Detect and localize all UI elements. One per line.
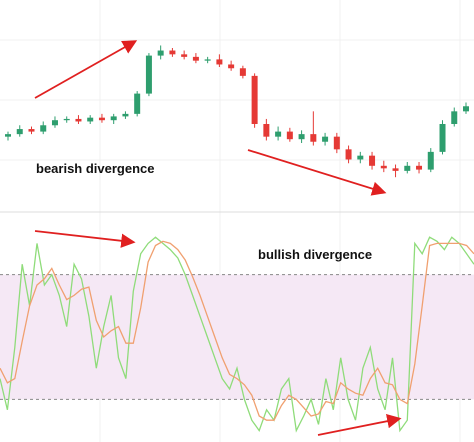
candle-body — [345, 149, 352, 160]
candle-body — [75, 118, 82, 122]
oscillator-line — [0, 236, 474, 433]
annotation: bullish divergence — [258, 247, 372, 262]
arrows — [34, 40, 402, 436]
candle-body — [228, 64, 235, 69]
candle-body — [427, 151, 434, 170]
candle-body — [275, 131, 282, 137]
price-panel — [5, 45, 469, 178]
candle-body — [239, 68, 246, 76]
candle-body — [5, 134, 11, 137]
candle-body — [286, 131, 293, 140]
candle-body — [51, 120, 58, 126]
candle-body — [169, 50, 176, 55]
candle-body — [333, 136, 340, 150]
candle-body — [157, 50, 164, 56]
candle-body — [251, 75, 258, 124]
candle-body — [416, 165, 423, 170]
candle-body — [463, 106, 469, 112]
candle-body — [357, 155, 364, 160]
candle-body — [204, 59, 211, 61]
candle-body — [322, 136, 329, 142]
candle-body — [298, 134, 305, 140]
candle-body — [310, 134, 317, 142]
oscillator-line — [0, 240, 474, 421]
candle-body — [134, 93, 141, 114]
arrow — [34, 230, 136, 248]
candle-body — [451, 111, 458, 124]
candle-body — [181, 54, 188, 57]
candle-body — [404, 165, 411, 171]
annotation: bearish divergence — [36, 161, 155, 176]
candle-body — [28, 129, 35, 132]
arrow — [317, 414, 402, 436]
candle-body — [380, 165, 387, 169]
candle-body — [63, 118, 70, 121]
candle-body — [216, 59, 223, 65]
candle-body — [439, 124, 446, 152]
candle-body — [145, 55, 152, 94]
candle-body — [263, 124, 270, 137]
arrow — [34, 40, 138, 99]
candle-body — [98, 117, 105, 121]
candle-body — [110, 116, 117, 121]
candle-body — [392, 168, 399, 171]
candle-body — [192, 56, 199, 61]
arrow — [247, 149, 387, 196]
candle-body — [16, 129, 23, 135]
candle-body — [122, 113, 129, 117]
candle-body — [87, 117, 94, 122]
oscillator-panel — [0, 236, 474, 433]
candle-body — [369, 155, 376, 166]
candle-body — [40, 125, 47, 132]
